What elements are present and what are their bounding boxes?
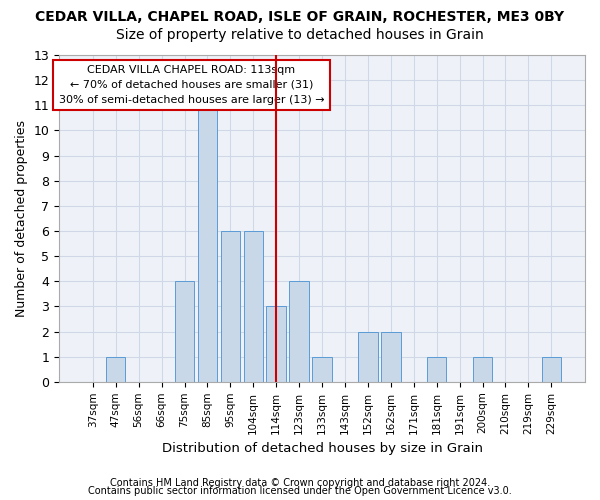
Bar bbox=[106, 356, 125, 382]
Bar bbox=[197, 106, 217, 382]
Text: Contains public sector information licensed under the Open Government Licence v3: Contains public sector information licen… bbox=[88, 486, 512, 496]
Bar bbox=[427, 356, 446, 382]
Bar bbox=[542, 356, 561, 382]
Bar bbox=[244, 231, 263, 382]
Bar bbox=[358, 332, 377, 382]
Bar bbox=[175, 282, 194, 382]
Bar bbox=[313, 356, 332, 382]
Bar bbox=[289, 282, 309, 382]
Text: CEDAR VILLA CHAPEL ROAD: 113sqm
← 70% of detached houses are smaller (31)
30% of: CEDAR VILLA CHAPEL ROAD: 113sqm ← 70% of… bbox=[59, 65, 324, 104]
Bar bbox=[221, 231, 240, 382]
Bar bbox=[266, 306, 286, 382]
Text: CEDAR VILLA, CHAPEL ROAD, ISLE OF GRAIN, ROCHESTER, ME3 0BY: CEDAR VILLA, CHAPEL ROAD, ISLE OF GRAIN,… bbox=[35, 10, 565, 24]
Bar bbox=[381, 332, 401, 382]
Text: Contains HM Land Registry data © Crown copyright and database right 2024.: Contains HM Land Registry data © Crown c… bbox=[110, 478, 490, 488]
Y-axis label: Number of detached properties: Number of detached properties bbox=[15, 120, 28, 317]
X-axis label: Distribution of detached houses by size in Grain: Distribution of detached houses by size … bbox=[161, 442, 482, 455]
Bar bbox=[473, 356, 493, 382]
Text: Size of property relative to detached houses in Grain: Size of property relative to detached ho… bbox=[116, 28, 484, 42]
